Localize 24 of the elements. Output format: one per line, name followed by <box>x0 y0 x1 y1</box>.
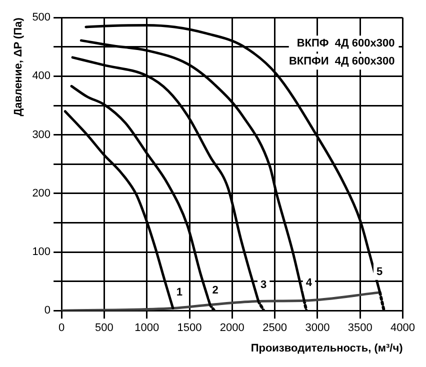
annotation: ВКПФ 4Д 600x300 <box>296 38 395 50</box>
y-axis-title: Давление, ΔP (Па) <box>12 17 25 116</box>
x-tick-label: 3500 <box>348 322 372 334</box>
annotation: 5 <box>376 266 383 278</box>
y-tick-label: 200 <box>32 187 51 200</box>
y-tick-label: 400 <box>32 70 51 82</box>
x-tick-label: 3000 <box>305 322 330 334</box>
x-tick-label: 1500 <box>177 322 202 334</box>
x-tick-label: 2000 <box>220 322 244 334</box>
x-tick-label: 2500 <box>262 322 288 334</box>
x-axis-title: Производительность, (м³/ч) <box>250 342 404 354</box>
y-tick-label: 300 <box>32 128 51 141</box>
y-tick-label: 0 <box>44 304 51 317</box>
x-tick-label: 500 <box>95 322 114 334</box>
annotation: 4 <box>306 277 313 290</box>
annotation: 1 <box>176 286 183 298</box>
x-tick-label: 1000 <box>134 322 160 334</box>
y-tick-label: 500 <box>32 12 51 24</box>
y-tick-label: 100 <box>32 246 51 258</box>
annotation: 3 <box>260 278 267 291</box>
annotation: 2 <box>212 284 218 297</box>
x-tick-label: 4000 <box>390 322 416 334</box>
annotation: ВКПФИ 4Д 600x300 <box>288 56 395 68</box>
x-tick-label: 0 <box>58 322 65 334</box>
